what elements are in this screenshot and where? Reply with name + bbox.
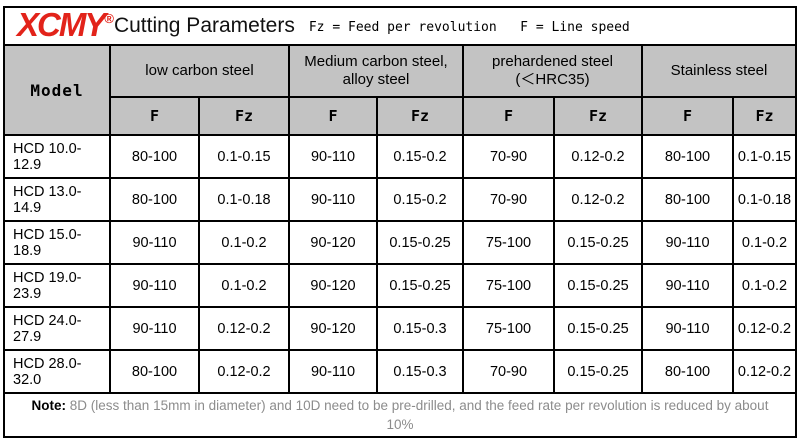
value-cell: 0.15-0.25 xyxy=(555,351,641,392)
value-cell: 0.1-0.2 xyxy=(734,265,795,306)
legend-text: Fz = Feed per revolution F = Line speed xyxy=(308,19,630,35)
value-cell: 0.1-0.2 xyxy=(734,222,795,263)
value-cell: 90-120 xyxy=(290,308,376,349)
value-cell: 90-110 xyxy=(290,351,376,392)
sub-header-f: F xyxy=(643,98,732,134)
model-cell: HCD 15.0-18.9 xyxy=(5,222,109,263)
value-cell: 0.12-0.2 xyxy=(555,179,641,220)
value-cell: 0.15-0.25 xyxy=(555,222,641,263)
value-cell: 0.15-0.2 xyxy=(378,179,462,220)
value-cell: 80-100 xyxy=(643,179,732,220)
model-cell: HCD 24.0-27.9 xyxy=(5,308,109,349)
sub-header-fz: Fz xyxy=(734,98,795,134)
value-cell: 0.1-0.2 xyxy=(200,265,288,306)
value-cell: 0.15-0.25 xyxy=(378,222,462,263)
group-header-prehardened-steel: prehardened steel (＜HRC35) xyxy=(464,46,641,96)
value-cell: 0.15-0.25 xyxy=(378,265,462,306)
sub-header-f: F xyxy=(111,98,198,134)
group-header-line: Stainless steel xyxy=(670,62,768,79)
model-cell: HCD 10.0-12.9 xyxy=(5,136,109,177)
value-cell: 75-100 xyxy=(464,265,553,306)
value-cell: 0.12-0.2 xyxy=(734,308,795,349)
value-cell: 70-90 xyxy=(464,136,553,177)
value-cell: 80-100 xyxy=(111,136,198,177)
value-cell: 0.15-0.3 xyxy=(378,351,462,392)
value-cell: 0.12-0.2 xyxy=(734,351,795,392)
value-cell: 90-110 xyxy=(111,308,198,349)
value-cell: 75-100 xyxy=(464,222,553,263)
value-cell: 90-110 xyxy=(643,265,732,306)
parameters-table: Model low carbon steel Medium carbon ste… xyxy=(3,44,797,394)
value-cell: 90-110 xyxy=(643,308,732,349)
footnote-label: Note: xyxy=(31,398,67,413)
value-cell: 0.1-0.15 xyxy=(200,136,288,177)
value-cell: 0.12-0.2 xyxy=(200,308,288,349)
footnote-line2: 10% xyxy=(386,417,414,432)
footnote-text: 8D (less than 15mm in diameter) and 10D … xyxy=(66,398,769,413)
group-header-stainless-steel: Stainless steel xyxy=(643,46,795,96)
column-header-model: Model xyxy=(5,46,109,134)
title-bar: XCMY® Cutting Parameters Fz = Feed per r… xyxy=(3,6,797,44)
value-cell: 90-120 xyxy=(290,222,376,263)
sub-header-fz: Fz xyxy=(378,98,462,134)
brand-logo: XCMY® xyxy=(17,8,114,44)
cutting-parameters-sheet: XCMY® Cutting Parameters Fz = Feed per r… xyxy=(3,6,797,438)
group-header-line: (＜HRC35) xyxy=(515,71,590,88)
value-cell: 0.12-0.2 xyxy=(555,136,641,177)
group-header-line: Medium carbon steel, xyxy=(304,53,448,70)
registered-trademark-icon: ® xyxy=(104,11,114,26)
sub-header-fz: Fz xyxy=(200,98,288,134)
sub-header-f: F xyxy=(290,98,376,134)
value-cell: 75-100 xyxy=(464,308,553,349)
page-title: Cutting Parameters xyxy=(113,14,295,37)
model-cell: HCD 19.0-23.9 xyxy=(5,265,109,306)
brand-logo-text: XCMY xyxy=(17,6,106,43)
group-header-medium-carbon-steel: Medium carbon steel, alloy steel xyxy=(290,46,462,96)
sub-header-f: F xyxy=(464,98,553,134)
value-cell: 90-120 xyxy=(290,265,376,306)
value-cell: 80-100 xyxy=(111,351,198,392)
group-header-line: low carbon steel xyxy=(145,62,254,79)
model-cell: HCD 13.0-14.9 xyxy=(5,179,109,220)
value-cell: 90-110 xyxy=(111,222,198,263)
value-cell: 0.1-0.18 xyxy=(734,179,795,220)
group-header-low-carbon-steel: low carbon steel xyxy=(111,46,288,96)
value-cell: 0.12-0.2 xyxy=(200,351,288,392)
value-cell: 80-100 xyxy=(643,351,732,392)
sub-header-fz: Fz xyxy=(555,98,641,134)
footnote: Note: 8D (less than 15mm in diameter) an… xyxy=(3,394,797,438)
value-cell: 80-100 xyxy=(111,179,198,220)
value-cell: 0.15-0.3 xyxy=(378,308,462,349)
value-cell: 80-100 xyxy=(643,136,732,177)
value-cell: 0.15-0.2 xyxy=(378,136,462,177)
value-cell: 90-110 xyxy=(290,179,376,220)
group-header-line: alloy steel xyxy=(342,71,410,88)
model-cell: HCD 28.0-32.0 xyxy=(5,351,109,392)
value-cell: 0.15-0.25 xyxy=(555,265,641,306)
value-cell: 0.15-0.25 xyxy=(555,308,641,349)
value-cell: 70-90 xyxy=(464,179,553,220)
value-cell: 70-90 xyxy=(464,351,553,392)
value-cell: 0.1-0.18 xyxy=(200,179,288,220)
group-header-line: prehardened steel xyxy=(492,53,613,70)
value-cell: 90-110 xyxy=(111,265,198,306)
value-cell: 0.1-0.2 xyxy=(200,222,288,263)
value-cell: 90-110 xyxy=(643,222,732,263)
value-cell: 90-110 xyxy=(290,136,376,177)
value-cell: 0.1-0.15 xyxy=(734,136,795,177)
